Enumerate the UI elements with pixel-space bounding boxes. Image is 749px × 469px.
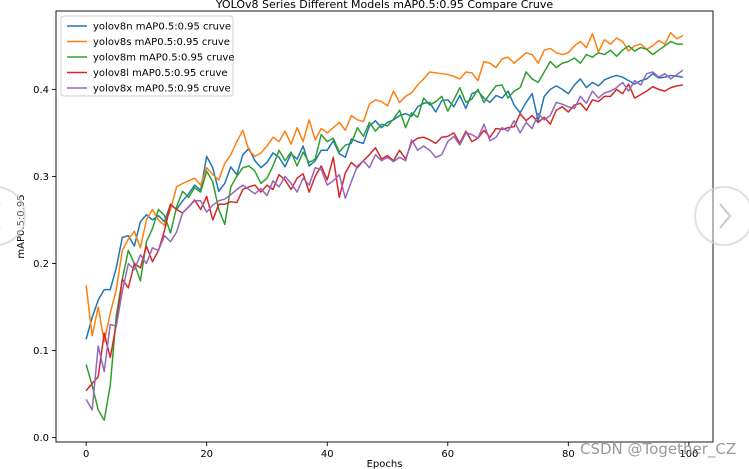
chart-title: YOLOv8 Series Different Models mAP0.5:0.… xyxy=(215,0,554,11)
legend-label-4: yolov8l mAP0.5:0.95 cruve xyxy=(93,68,228,79)
next-arrow-button[interactable] xyxy=(694,186,749,246)
series-line-1 xyxy=(85,72,683,340)
previous-arrow-button[interactable] xyxy=(0,186,26,246)
legend-label-2: yolov8s mAP0.5:0.95 cruve xyxy=(93,37,230,48)
x-tick-label: 20 xyxy=(200,449,213,460)
legend-label-5: yolov8x mAP0.5:0.95 cruve xyxy=(93,84,231,95)
series-line-2 xyxy=(85,32,684,343)
series-line-3 xyxy=(85,40,683,421)
legend-label-3: yolov8m mAP0.5:0.95 cruve xyxy=(93,53,234,64)
y-tick-label: 0.2 xyxy=(33,259,49,270)
legend-label-1: yolov8n mAP0.5:0.95 cruve xyxy=(93,22,231,33)
chevron-right-icon xyxy=(719,203,732,229)
y-tick-label: 0.3 xyxy=(33,172,49,183)
y-tick-label: 0.0 xyxy=(33,433,49,444)
watermark: CSDN @Together_CZ xyxy=(580,440,737,458)
series-line-5 xyxy=(85,69,684,411)
x-axis-label: Epochs xyxy=(367,459,403,469)
x-tick-label: 0 xyxy=(83,449,89,460)
x-tick-label: 100 xyxy=(679,449,698,460)
series-line-4 xyxy=(85,83,683,392)
y-tick-label: 0.1 xyxy=(33,346,49,357)
y-tick-label: 0.4 xyxy=(33,85,49,96)
legend-box xyxy=(60,15,234,97)
x-tick-label: 80 xyxy=(562,449,575,460)
x-tick-label: 60 xyxy=(441,449,454,460)
chevron-left-icon xyxy=(0,204,1,228)
x-tick-label: 40 xyxy=(321,449,334,460)
